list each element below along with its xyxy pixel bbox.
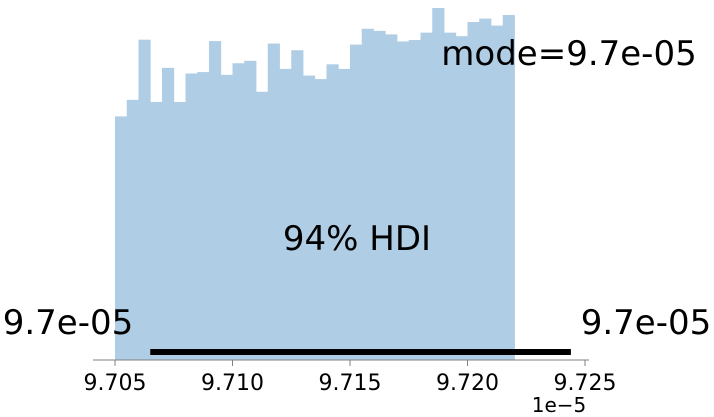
histogram-bar <box>350 44 363 360</box>
histogram-bar <box>232 63 245 360</box>
histogram-bar <box>502 15 515 360</box>
histogram-bar <box>491 25 504 360</box>
histogram-bar <box>197 72 210 361</box>
histogram-bar <box>326 64 339 360</box>
histogram-bars <box>115 8 515 361</box>
histogram-bar <box>397 41 410 360</box>
histogram-bar <box>479 18 492 361</box>
histogram-bar <box>267 43 280 360</box>
hdi-lower-label: 9.7e-05 <box>3 303 134 343</box>
histogram-bar <box>455 36 468 360</box>
x-tick-label: 9.720 <box>436 371 499 396</box>
histogram-bar <box>467 22 480 361</box>
x-axis-ticks: 9.705 9.710 9.715 9.720 9.725 <box>84 360 617 396</box>
histogram-bar <box>138 39 151 361</box>
histogram-bar <box>432 8 445 360</box>
histogram-bar <box>244 60 257 361</box>
histogram-bar <box>373 30 386 360</box>
histogram-bar <box>314 79 327 360</box>
histogram-bar <box>408 40 421 360</box>
histogram-bar <box>303 75 316 361</box>
histogram-bar <box>279 68 292 361</box>
histogram-bar <box>173 101 186 360</box>
histogram-bar <box>420 32 433 360</box>
hdi-upper-label: 9.7e-05 <box>581 303 712 343</box>
histogram-bar <box>444 32 457 360</box>
hdi-label: 94% HDI <box>283 219 431 259</box>
x-tick-label: 9.710 <box>201 371 264 396</box>
histogram-bar <box>185 73 198 361</box>
histogram-bar <box>361 28 374 360</box>
histogram-bar <box>162 67 175 360</box>
x-tick-label: 9.705 <box>84 371 147 396</box>
x-tick-label: 9.715 <box>319 371 382 396</box>
histogram-bar <box>256 91 269 360</box>
x-tick-label: 9.725 <box>554 371 617 396</box>
histogram-bar <box>150 101 163 360</box>
histogram-bar <box>115 116 128 360</box>
histogram-bar <box>338 68 351 361</box>
histogram-bar <box>220 74 233 360</box>
histogram-bar <box>126 99 139 360</box>
histogram-bar <box>385 34 398 361</box>
mode-label: mode=9.7e-05 <box>441 34 696 74</box>
x-offset-label: 1e−5 <box>532 393 587 417</box>
histogram-bar <box>291 50 304 361</box>
histogram-bar <box>209 41 222 360</box>
